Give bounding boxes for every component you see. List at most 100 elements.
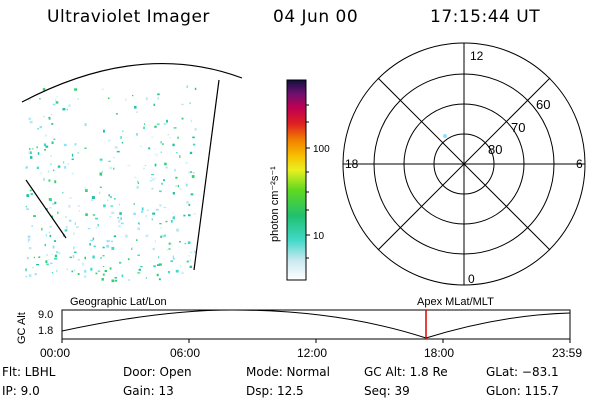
- emission-speckle: [66, 268, 68, 270]
- emission-speckle: [45, 145, 49, 148]
- emission-speckle: [155, 177, 157, 179]
- info-gain: Gain: 13: [123, 384, 174, 398]
- emission-speckle: [38, 256, 41, 258]
- emission-speckle: [54, 257, 57, 260]
- xtick-1200: 12:00: [297, 346, 327, 360]
- emission-speckle: [109, 166, 112, 170]
- emission-speckle: [33, 215, 36, 217]
- emission-speckle: [131, 248, 133, 250]
- emission-speckle: [137, 272, 139, 274]
- emission-speckle: [166, 119, 168, 123]
- emission-speckle: [49, 225, 52, 228]
- altitude-ytick-9: 9.0: [38, 309, 53, 321]
- emission-speckle: [65, 216, 68, 218]
- emission-speckle: [73, 246, 75, 250]
- emission-speckle: [155, 208, 159, 211]
- emission-speckle: [152, 178, 155, 181]
- emission-speckle: [177, 184, 179, 188]
- emission-speckle: [100, 257, 102, 259]
- emission-speckle: [74, 88, 78, 91]
- emission-speckle: [51, 272, 54, 274]
- emission-speckle: [170, 260, 173, 263]
- emission-speckle: [27, 238, 31, 241]
- emission-speckle: [46, 263, 49, 266]
- emission-speckle: [143, 167, 145, 170]
- emission-speckle: [50, 163, 52, 165]
- emission-speckle: [143, 126, 145, 130]
- emission-speckle: [121, 274, 124, 278]
- emission-speckle: [52, 202, 55, 206]
- emission-speckle: [172, 216, 175, 220]
- emission-speckle: [46, 254, 48, 256]
- emission-speckle: [144, 123, 146, 125]
- emission-speckle: [109, 267, 112, 270]
- emission-speckle: [44, 243, 46, 247]
- info-ip: IP: 9.0: [2, 384, 40, 398]
- emission-speckle: [52, 103, 56, 106]
- emission-speckle: [85, 213, 88, 217]
- emission-speckle: [172, 143, 175, 147]
- emission-speckle: [52, 245, 55, 249]
- emission-speckle: [95, 217, 98, 220]
- emission-speckle: [137, 180, 139, 183]
- emission-speckle: [138, 268, 141, 271]
- emission-speckle: [43, 115, 45, 118]
- emission-speckle: [137, 254, 140, 256]
- emission-speckle: [167, 271, 170, 274]
- mlt-label-12: 12: [470, 49, 484, 63]
- emission-speckle: [160, 151, 162, 154]
- emission-speckle: [37, 152, 40, 155]
- emission-speckle: [90, 267, 93, 271]
- emission-speckle: [139, 272, 141, 274]
- emission-speckle: [65, 225, 68, 229]
- emission-speckle: [156, 273, 159, 277]
- info-filter: Flt: LBHL: [2, 365, 56, 379]
- emission-speckle: [51, 141, 54, 144]
- altitude-left-caption: Geographic Lat/Lon: [70, 296, 167, 308]
- emission-speckle: [150, 176, 152, 179]
- emission-speckle: [50, 262, 53, 264]
- emission-speckle: [77, 205, 80, 207]
- emission-speckle: [189, 259, 191, 262]
- altitude-ylabel: GC Alt: [16, 312, 28, 344]
- emission-speckle: [176, 152, 178, 154]
- emission-speckle: [125, 235, 128, 238]
- emission-speckle: [152, 247, 155, 251]
- emission-speckle: [164, 234, 166, 237]
- emission-speckle: [78, 210, 80, 212]
- emission-speckle: [103, 129, 105, 133]
- emission-speckle: [84, 269, 87, 273]
- emission-speckle: [113, 156, 115, 159]
- emission-speckle: [41, 227, 43, 231]
- colorbar-gradient: [286, 79, 307, 281]
- emission-speckle: [185, 261, 189, 263]
- emission-speckle: [71, 172, 74, 175]
- polar-emission-dot: [443, 134, 447, 138]
- emission-speckle: [28, 247, 32, 250]
- emission-speckle: [151, 174, 154, 176]
- emission-speckle: [101, 88, 104, 90]
- emission-speckle: [183, 214, 186, 217]
- emission-speckle: [32, 266, 34, 269]
- emission-speckle: [181, 117, 184, 120]
- emission-speckle: [107, 139, 111, 142]
- emission-speckle: [53, 240, 57, 242]
- emission-speckle: [162, 143, 164, 145]
- emission-speckle: [186, 201, 189, 204]
- emission-speckle: [64, 166, 67, 169]
- emission-speckle: [136, 185, 139, 189]
- emission-speckle: [33, 256, 35, 259]
- emission-speckle: [114, 146, 118, 149]
- emission-speckle: [119, 212, 122, 215]
- emission-speckle: [134, 105, 137, 109]
- emission-speckle: [103, 266, 105, 267]
- emission-speckle: [165, 220, 168, 223]
- emission-speckle: [169, 136, 171, 139]
- emission-speckle: [121, 141, 124, 144]
- emission-speckle: [68, 104, 71, 108]
- lat-label-70: 70: [511, 120, 525, 135]
- emission-speckle: [173, 127, 177, 129]
- emission-speckle: [76, 226, 79, 228]
- emission-speckle: [29, 151, 32, 154]
- info-gc-alt: GC Alt: 1.8 Re: [364, 365, 448, 379]
